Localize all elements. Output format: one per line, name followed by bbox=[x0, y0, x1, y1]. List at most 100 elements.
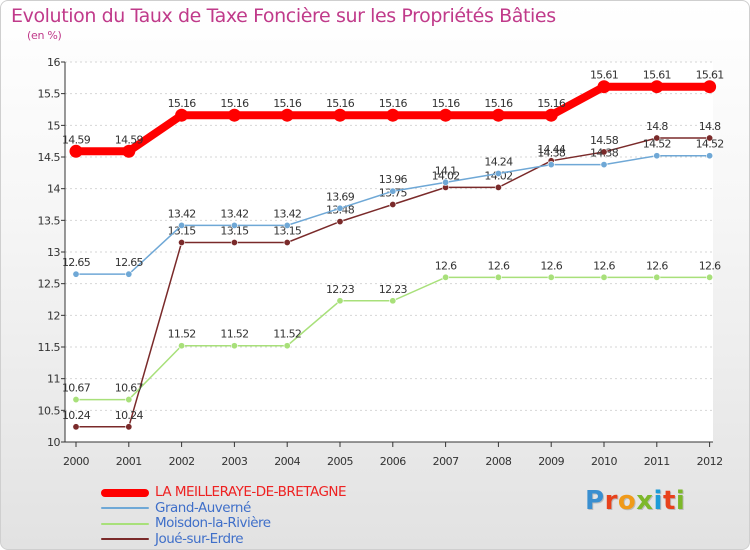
data-label: 12.6 bbox=[646, 259, 668, 272]
data-point bbox=[442, 273, 450, 281]
data-label: 14.59 bbox=[62, 133, 91, 146]
data-point bbox=[547, 161, 555, 169]
data-label: 15.16 bbox=[273, 97, 302, 110]
data-point bbox=[125, 396, 133, 404]
data-point bbox=[72, 423, 80, 431]
y-tick-label: 10 bbox=[47, 436, 60, 449]
data-label: 15.16 bbox=[484, 97, 513, 110]
data-label: 13.15 bbox=[168, 225, 197, 238]
data-label: 12.6 bbox=[593, 259, 615, 272]
y-tick-label: 10.5 bbox=[38, 404, 61, 417]
data-point bbox=[600, 148, 608, 156]
logo-letter: P bbox=[585, 486, 605, 516]
x-tick-label: 2000 bbox=[63, 455, 89, 468]
x-tick-label: 2006 bbox=[380, 455, 406, 468]
logo-letter: o bbox=[617, 486, 637, 516]
logo-letter: r bbox=[604, 486, 618, 516]
data-point bbox=[706, 134, 714, 142]
data-point bbox=[389, 201, 397, 209]
legend-item: LA MEILLERAYE-DE-BRETAGNE bbox=[101, 484, 347, 501]
x-tick-label: 2005 bbox=[327, 455, 353, 468]
data-label: 15.61 bbox=[590, 69, 618, 82]
data-label: 15.16 bbox=[168, 97, 197, 110]
data-point bbox=[442, 178, 450, 186]
data-label: 14.58 bbox=[590, 134, 619, 147]
proxiti-logo: Proxiti bbox=[585, 486, 685, 516]
x-tick-label: 2007 bbox=[433, 455, 459, 468]
legend-swatch bbox=[101, 488, 149, 497]
data-point bbox=[333, 108, 347, 122]
legend-label: Grand-Auverné bbox=[155, 499, 251, 516]
data-label: 15.16 bbox=[220, 97, 249, 110]
data-point bbox=[230, 239, 238, 247]
data-label: 14.1 bbox=[435, 164, 457, 177]
data-point bbox=[283, 239, 291, 247]
legend-label: Moisdon-la-Rivière bbox=[155, 515, 271, 532]
data-point bbox=[125, 270, 133, 278]
data-label: 15.16 bbox=[537, 97, 566, 110]
data-label: 12.23 bbox=[326, 283, 355, 296]
legend-swatch bbox=[101, 522, 149, 525]
y-tick-label: 11 bbox=[47, 373, 60, 386]
data-point bbox=[72, 396, 80, 404]
data-label: 12.65 bbox=[62, 256, 91, 269]
data-label: 10.24 bbox=[62, 409, 91, 422]
data-label: 15.16 bbox=[432, 97, 461, 110]
data-point bbox=[125, 423, 133, 431]
data-point bbox=[544, 108, 558, 122]
data-label: 12.6 bbox=[540, 259, 562, 272]
data-label: 11.52 bbox=[273, 328, 301, 341]
data-point bbox=[600, 273, 608, 281]
data-point bbox=[283, 221, 291, 229]
legend-item: Grand-Auverné bbox=[101, 499, 346, 517]
y-tick-label: 14 bbox=[47, 183, 60, 196]
x-tick-label: 2009 bbox=[538, 455, 564, 468]
data-point bbox=[178, 342, 186, 350]
data-label: 10.24 bbox=[115, 409, 144, 422]
data-label: 14.52 bbox=[696, 138, 724, 151]
data-point bbox=[547, 273, 555, 281]
data-label: 14.8 bbox=[699, 120, 721, 133]
data-point bbox=[175, 108, 189, 122]
data-point bbox=[178, 221, 186, 229]
data-point bbox=[439, 108, 453, 122]
data-label: 12.23 bbox=[379, 283, 408, 296]
data-label: 12.6 bbox=[699, 259, 721, 272]
data-label: 11.52 bbox=[220, 328, 248, 341]
x-tick-label: 2010 bbox=[591, 455, 617, 468]
legend-item: Joué-sur-Erdre bbox=[101, 531, 346, 548]
legend-swatch bbox=[101, 507, 149, 510]
y-tick-label: 14.5 bbox=[38, 151, 61, 164]
x-tick-label: 2002 bbox=[169, 455, 195, 468]
x-tick-label: 2011 bbox=[644, 455, 670, 468]
data-label: 10.67 bbox=[62, 382, 91, 395]
data-point bbox=[386, 108, 400, 122]
y-unit-label: (en %) bbox=[27, 29, 62, 42]
data-point bbox=[706, 152, 714, 160]
x-tick-label: 2003 bbox=[221, 455, 247, 468]
data-label: 14.52 bbox=[643, 138, 671, 151]
data-label: 15.61 bbox=[696, 69, 724, 82]
x-tick-label: 2001 bbox=[116, 455, 142, 468]
data-point bbox=[122, 144, 136, 158]
data-label: 14.38 bbox=[590, 147, 619, 160]
data-label: 13.15 bbox=[273, 225, 302, 238]
data-label: 13.42 bbox=[168, 207, 196, 220]
logo-letter: i bbox=[675, 486, 686, 516]
data-label: 13.42 bbox=[220, 207, 248, 220]
x-tick-label: 2012 bbox=[697, 455, 723, 468]
data-point bbox=[653, 273, 661, 281]
data-label: 12.6 bbox=[435, 259, 457, 272]
data-label: 14.24 bbox=[484, 155, 513, 168]
y-tick-label: 13.5 bbox=[38, 214, 61, 227]
data-point bbox=[494, 183, 502, 191]
y-tick-label: 11.5 bbox=[38, 341, 61, 354]
data-point bbox=[494, 273, 502, 281]
data-point bbox=[389, 187, 397, 195]
y-tick-label: 16 bbox=[47, 56, 60, 69]
y-tick-label: 12.5 bbox=[38, 278, 61, 291]
data-label: 15.16 bbox=[326, 97, 355, 110]
logo-letter: x bbox=[636, 486, 654, 516]
data-point bbox=[706, 273, 714, 281]
legend-label: LA MEILLERAYE-DE-BRETAGNE bbox=[155, 484, 347, 501]
